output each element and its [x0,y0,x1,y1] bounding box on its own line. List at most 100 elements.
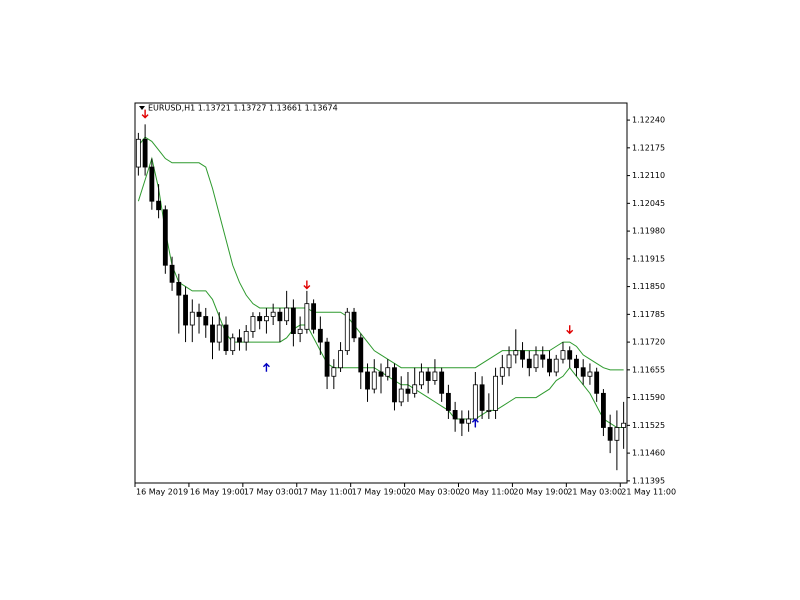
x-tick-label: 17 May 03:00 [244,488,299,497]
y-tick-label: 1.11590 [632,393,665,402]
y-tick-label: 1.12045 [632,199,665,208]
candle-body [398,388,404,403]
y-tick-label: 1.11915 [632,254,665,263]
candle-body [392,367,397,403]
candle-body [237,337,242,343]
candle-body [344,311,350,352]
candle-body [574,358,579,369]
candle-body [176,281,182,296]
candle-body [243,331,249,343]
candle-body [621,422,627,428]
candle-body [169,264,175,283]
x-tick-label: 21 May 03:00 [567,488,622,497]
candle-body [547,358,552,373]
candle-body [567,350,573,360]
signal-arrow [471,418,479,428]
candle-body [472,384,478,420]
candle-body [600,392,606,428]
candle-body [311,303,317,330]
candle-body [196,311,202,317]
chart-title: EURUSD,H1 1.13721 1.13727 1.13661 1.1367… [148,104,338,113]
candle-body [290,307,296,334]
candle-body [513,350,519,356]
candle-body [210,324,215,343]
y-tick-label: 1.11460 [632,449,665,458]
candle-body [553,358,559,373]
candle-body [270,311,276,317]
plot-frame [134,102,628,484]
y-tick-label: 1.12110 [632,171,665,180]
candle-body [223,324,229,352]
candle-body [479,384,485,411]
candle-body [230,337,236,352]
candle-body [499,367,505,377]
candle-body [594,371,600,394]
candle-body [520,350,525,360]
signal-arrow [303,280,311,290]
candle-body [587,371,593,377]
candle-body [540,354,546,360]
x-tick-label: 20 May 11:00 [460,488,515,497]
candle-body [216,324,222,343]
candle-body [526,358,532,369]
candle-body [358,337,364,373]
candle-body [324,341,330,377]
candle-body [304,303,310,330]
y-tick-label: 1.11525 [632,421,665,430]
candle-body [452,410,458,420]
signal-arrow [141,109,149,119]
candle-body [135,138,141,168]
candle-body [365,371,370,390]
y-tick-label: 1.12240 [632,116,665,125]
candle-body [250,316,256,332]
signal-arrow [262,362,270,372]
candle-body [189,311,195,326]
candle-body [486,410,492,412]
x-tick-label: 21 May 11:00 [621,488,676,497]
x-tick-label: 17 May 11:00 [298,488,353,497]
candle-body [580,367,586,377]
candle-body [203,316,209,326]
y-tick-label: 1.11655 [632,365,665,374]
menu-triangle [139,106,145,110]
x-tick-label: 16 May 2019 [136,488,188,497]
y-tick-label: 1.12175 [632,143,665,152]
candle-body [149,166,155,202]
candle-body [607,427,613,441]
x-tick-label: 17 May 19:00 [352,488,407,497]
candle-body [445,392,451,411]
x-tick-label: 20 May 03:00 [406,488,461,497]
candle-body [338,350,343,369]
x-tick-label: 20 May 19:00 [513,488,568,497]
candle-body [533,354,539,369]
candle-body [257,316,263,322]
y-tick-label: 1.11785 [632,310,665,319]
candle-body [264,316,269,322]
candle-body [439,371,445,394]
candle-body [284,307,290,322]
candle-body [412,384,418,394]
signal-arrow [566,325,574,335]
candle-body [297,328,303,334]
candle-body [419,371,424,386]
candle-body [405,388,411,394]
candle-body [378,371,384,377]
x-tick-label: 16 May 19:00 [190,488,245,497]
candle-body [466,418,472,424]
candle-body [614,427,620,441]
candle-body [142,138,148,168]
candle-body [432,371,438,381]
candle-body [277,311,283,322]
candle-body [459,418,465,424]
candle-body [156,200,162,211]
candle-body [560,350,566,360]
candle-body [425,371,431,381]
candle-body [331,367,337,377]
y-tick-label: 1.11980 [632,227,665,236]
candle-body [317,328,323,343]
candle-body [385,367,391,377]
candle-body [351,311,357,339]
y-tick-label: 1.11720 [632,338,665,347]
y-tick-label: 1.11395 [632,476,665,485]
